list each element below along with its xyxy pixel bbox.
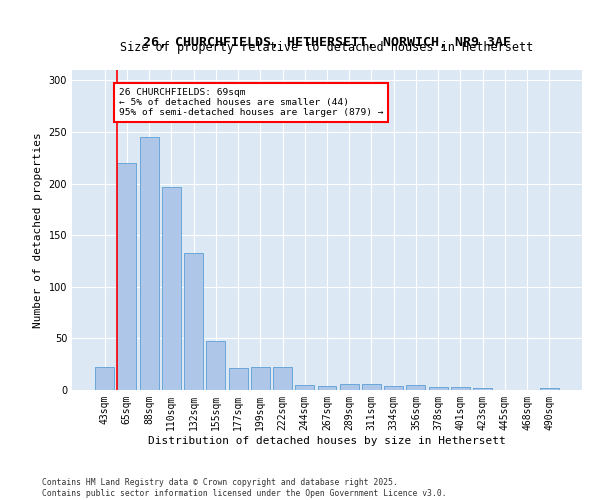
Bar bbox=[229, 368, 248, 390]
Bar bbox=[140, 137, 158, 390]
Bar bbox=[118, 163, 136, 390]
Bar bbox=[206, 342, 225, 390]
Bar bbox=[473, 388, 492, 390]
Y-axis label: Number of detached properties: Number of detached properties bbox=[33, 132, 43, 328]
Title: Size of property relative to detached houses in Hethersett: Size of property relative to detached ho… bbox=[121, 40, 533, 54]
Bar bbox=[295, 385, 314, 390]
Bar bbox=[184, 252, 203, 390]
Bar bbox=[540, 388, 559, 390]
Bar bbox=[340, 384, 359, 390]
Bar bbox=[162, 186, 181, 390]
Bar bbox=[451, 387, 470, 390]
Bar bbox=[429, 387, 448, 390]
Bar bbox=[317, 386, 337, 390]
Bar bbox=[384, 386, 403, 390]
Bar bbox=[95, 368, 114, 390]
Bar bbox=[251, 368, 270, 390]
Text: Contains HM Land Registry data © Crown copyright and database right 2025.
Contai: Contains HM Land Registry data © Crown c… bbox=[42, 478, 446, 498]
Text: 26 CHURCHFIELDS: 69sqm
← 5% of detached houses are smaller (44)
95% of semi-deta: 26 CHURCHFIELDS: 69sqm ← 5% of detached … bbox=[119, 88, 383, 118]
Bar bbox=[362, 384, 381, 390]
Text: 26, CHURCHFIELDS, HETHERSETT, NORWICH, NR9 3AF: 26, CHURCHFIELDS, HETHERSETT, NORWICH, N… bbox=[143, 36, 511, 49]
Bar bbox=[406, 385, 425, 390]
Bar bbox=[273, 368, 292, 390]
X-axis label: Distribution of detached houses by size in Hethersett: Distribution of detached houses by size … bbox=[148, 436, 506, 446]
